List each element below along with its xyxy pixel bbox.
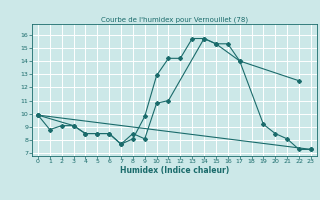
Title: Courbe de l'humidex pour Vernouillet (78): Courbe de l'humidex pour Vernouillet (78… xyxy=(101,16,248,23)
X-axis label: Humidex (Indice chaleur): Humidex (Indice chaleur) xyxy=(120,166,229,175)
